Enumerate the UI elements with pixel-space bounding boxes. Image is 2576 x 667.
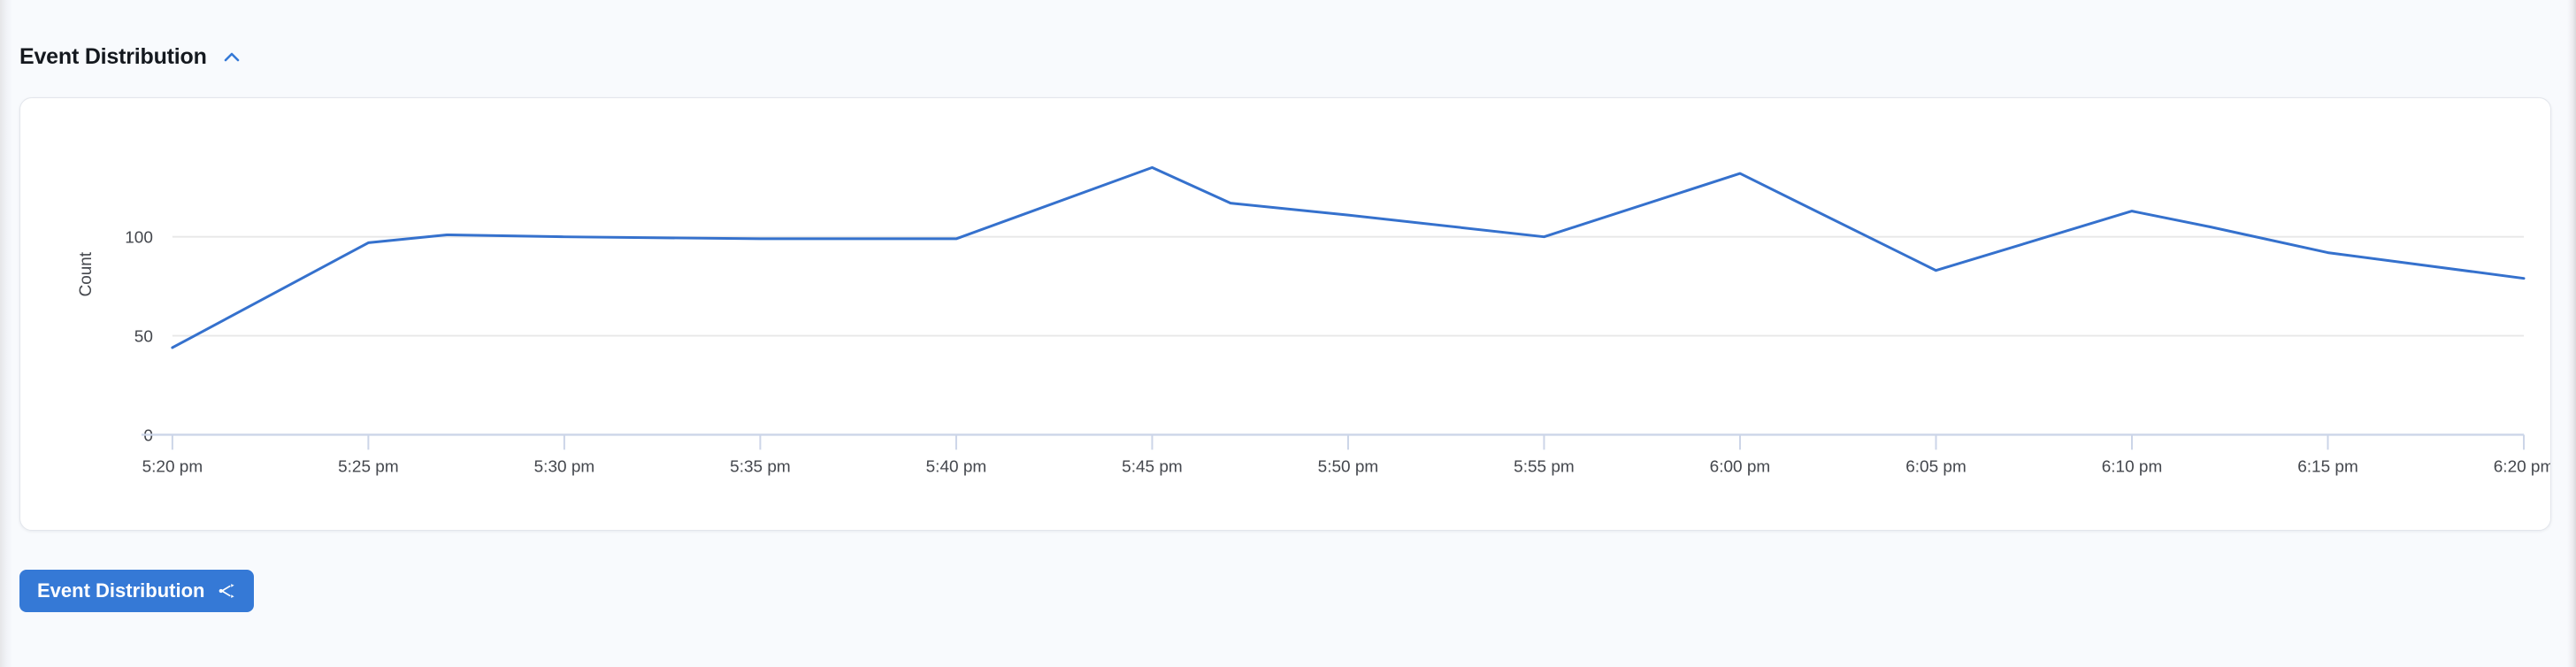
x-tick-label: 5:40 pm: [926, 457, 987, 476]
share-icon: [217, 581, 236, 601]
section-header: Event Distribution: [19, 44, 244, 70]
event-distribution-button[interactable]: Event Distribution: [19, 570, 255, 612]
event-distribution-button-label: Event Distribution: [37, 579, 205, 602]
x-tick-label: 6:15 pm: [2297, 457, 2358, 476]
x-tick-label: 5:20 pm: [142, 457, 203, 476]
event-distribution-chart[interactable]: 0 50 100 Count 5:20 pm 5:25 pm 5:30 pm 5:35 pm 5…: [20, 98, 2550, 530]
y-tick-label: 0: [143, 426, 153, 445]
x-tick-label: 6:10 pm: [2102, 457, 2163, 476]
x-tick-label: 5:45 pm: [1122, 457, 1183, 476]
x-tick-label: 5:25 pm: [338, 457, 399, 476]
x-tick-label: 6:00 pm: [1710, 457, 1771, 476]
chart-panel: 0 50 100 Count 5:20 pm 5:25 pm 5:30 pm 5:35 pm 5…: [19, 97, 2551, 531]
x-tick-label: 5:55 pm: [1514, 457, 1575, 476]
x-tick-label: 5:50 pm: [1318, 457, 1379, 476]
x-tick-label: 6:05 pm: [1905, 457, 1966, 476]
y-axis-title: Count: [77, 251, 96, 296]
x-tick-label: 6:20 pm: [2494, 457, 2550, 476]
chevron-up-icon[interactable]: [219, 45, 244, 70]
y-tick-label: 50: [134, 328, 153, 347]
chart-svg: 0 50 100 Count 5:20 pm 5:25 pm 5:30 pm 5:35 pm 5…: [77, 165, 2550, 476]
x-tick-label: 5:30 pm: [534, 457, 595, 476]
left-gutter: [0, 0, 12, 667]
x-tick-label: 5:35 pm: [730, 457, 791, 476]
series-line-count[interactable]: [171, 165, 2526, 349]
right-scrollbar[interactable]: [2567, 0, 2576, 667]
y-tick-label: 100: [125, 229, 153, 248]
page-title: Event Distribution: [19, 44, 207, 69]
